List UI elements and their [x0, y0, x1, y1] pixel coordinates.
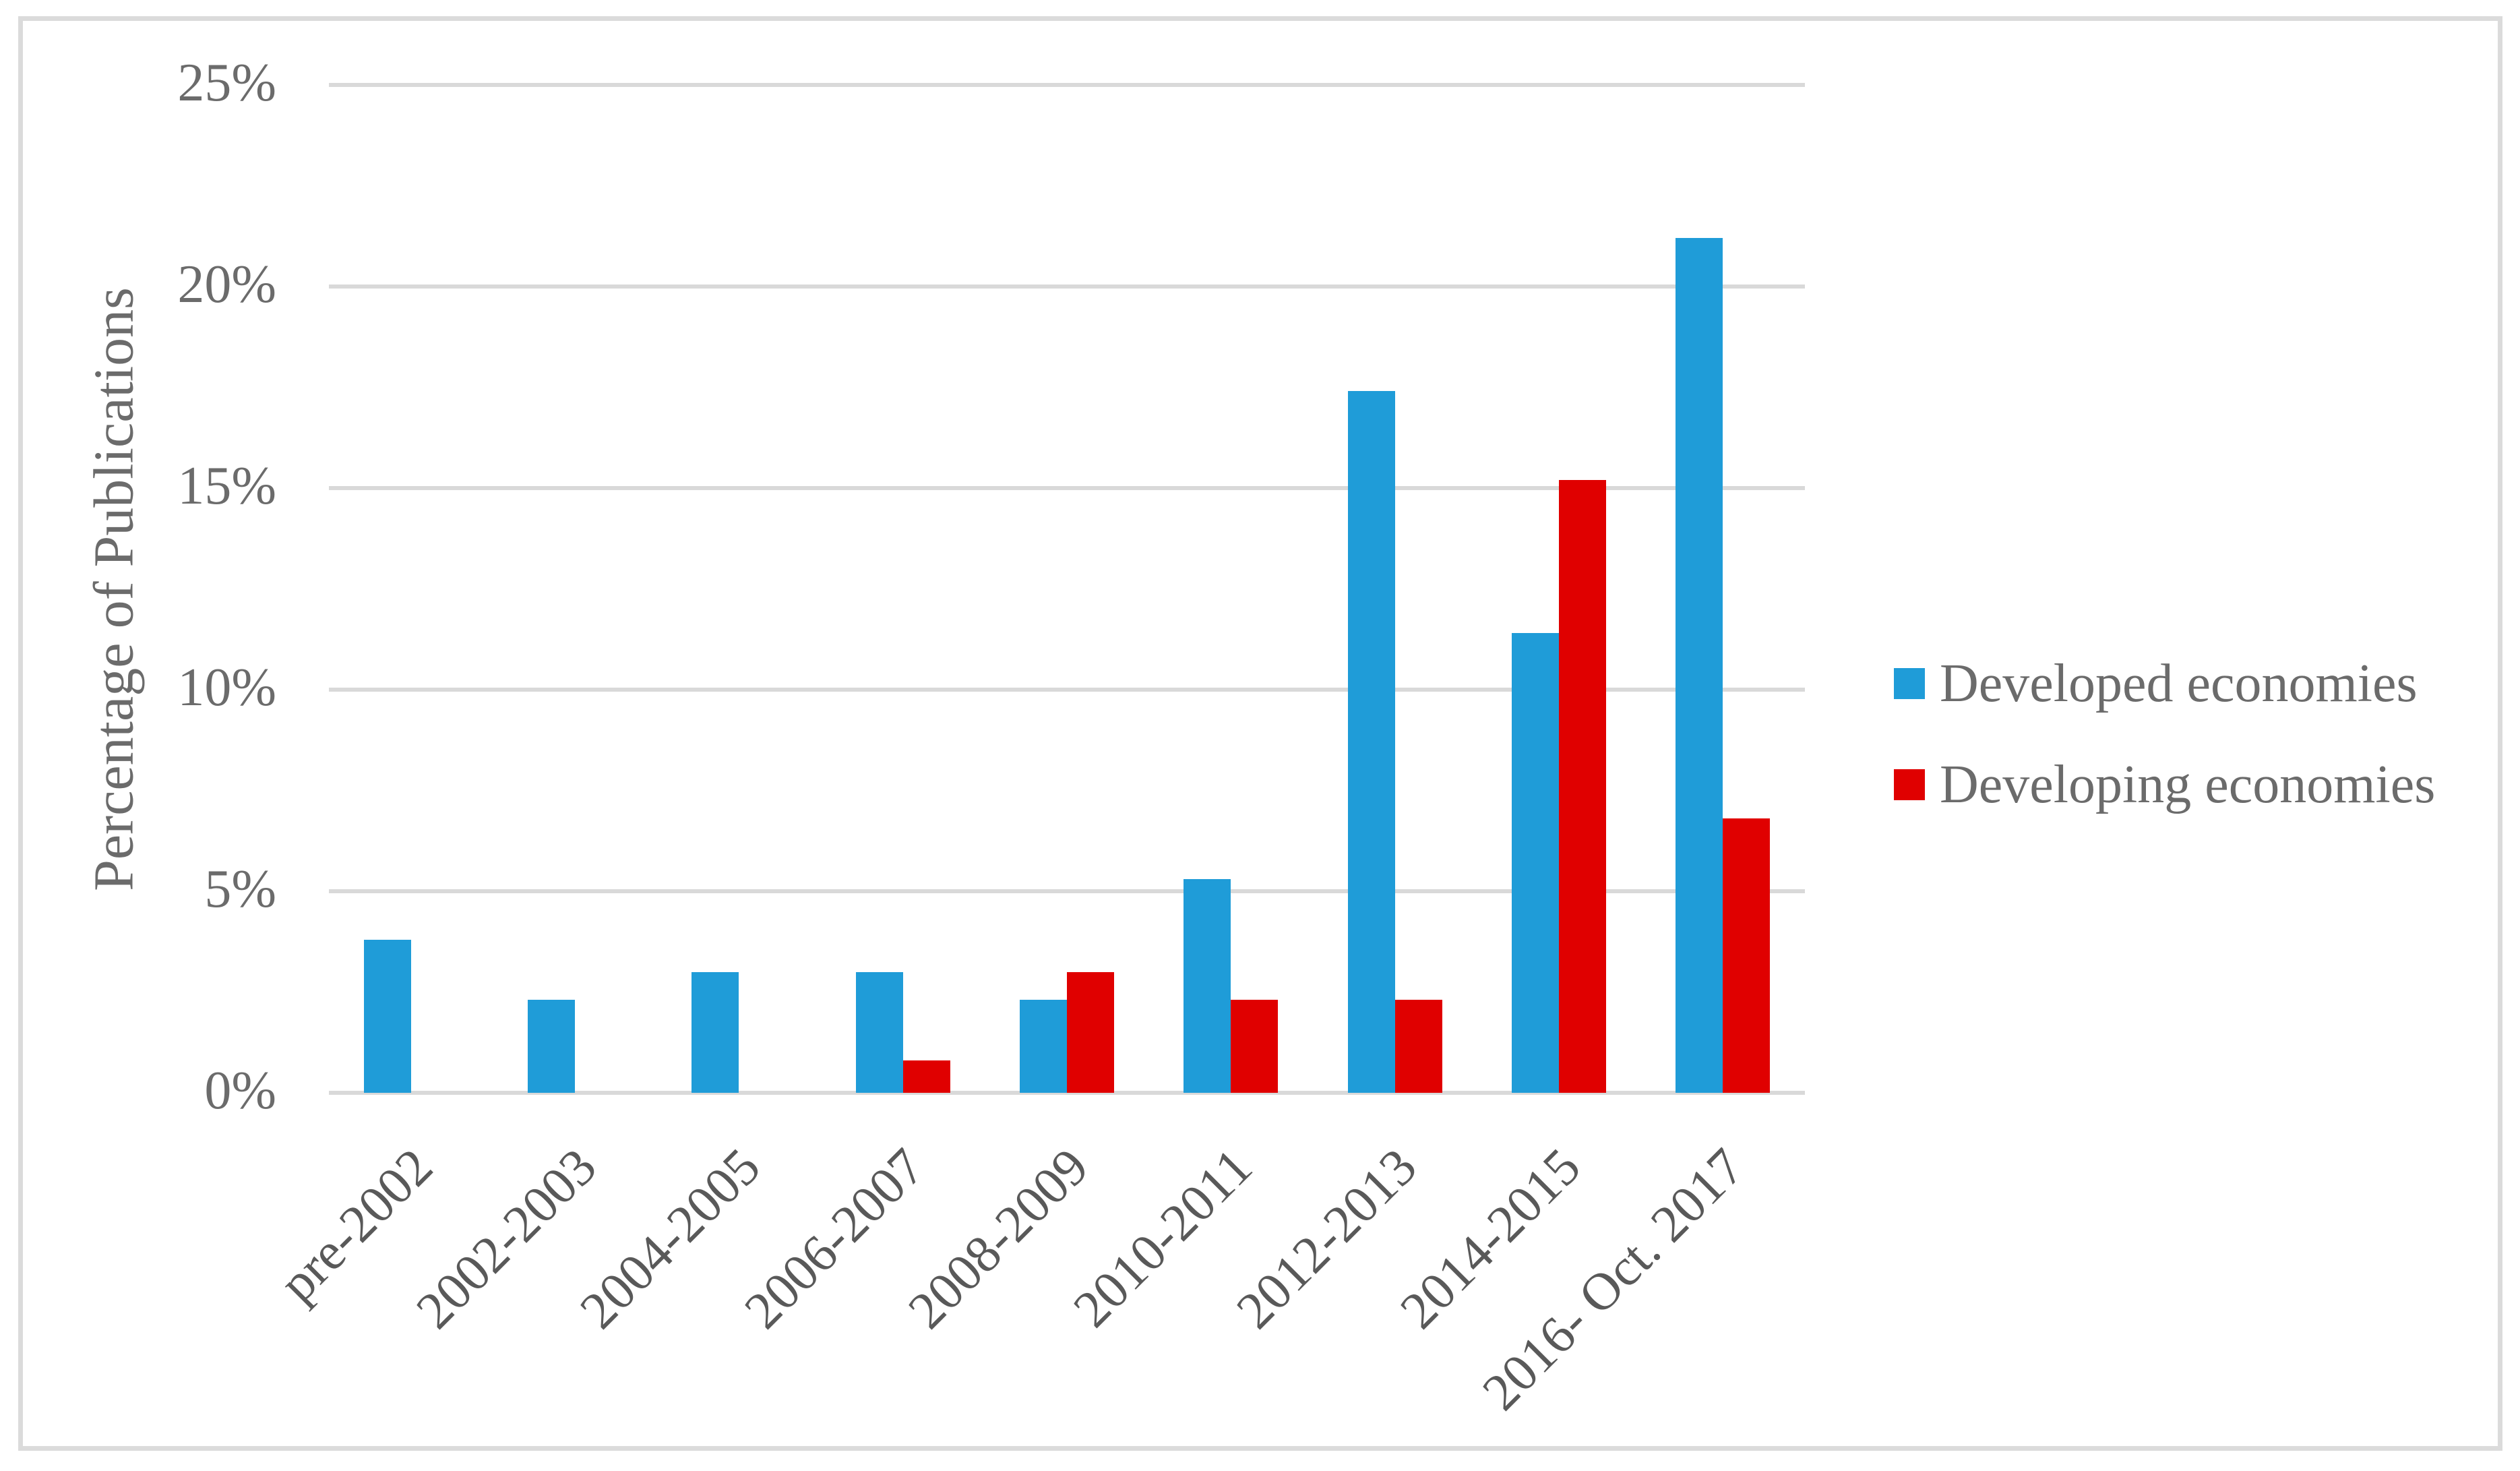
bar-developing-2006-2007 [903, 1060, 950, 1093]
bar-developing-2016-Oct-2017 [1723, 818, 1770, 1093]
gridline-0pct [329, 1091, 1805, 1095]
bar-developed-2004-2005 [692, 972, 739, 1093]
bar-developing-2010-2011 [1231, 1000, 1278, 1093]
bar-developed-2006-2007 [856, 972, 903, 1093]
gridline-5pct [329, 889, 1805, 893]
y-tick-label-0pct: 0% [204, 1060, 276, 1120]
y-tick-label-5pct: 5% [204, 859, 276, 919]
legend-item-developed: Developed economies [1894, 657, 2418, 711]
legend-label-developed: Developed economies [1940, 654, 2418, 713]
y-tick-label-10pct: 10% [177, 657, 276, 717]
gridline-15pct [329, 486, 1805, 490]
bar-developed-2014-2015 [1512, 633, 1559, 1093]
gridline-20pct [329, 284, 1805, 289]
bar-developed-2010-2011 [1184, 879, 1231, 1093]
bar-developed-2016-Oct-2017 [1676, 238, 1723, 1093]
bar-developing-2012-2013 [1395, 1000, 1442, 1093]
gridline-25pct [329, 83, 1805, 87]
gridline-10pct [329, 688, 1805, 692]
y-axis-title: Percentage of Publications [82, 287, 146, 891]
bar-developed-2008-2009 [1020, 1000, 1067, 1093]
bar-developing-2008-2009 [1067, 972, 1114, 1093]
y-tick-label-15pct: 15% [177, 456, 276, 516]
figure-border [18, 16, 2502, 1451]
legend-swatch-developing-icon [1894, 769, 1925, 800]
legend-label-developing: Developing economies [1940, 755, 2436, 814]
bar-developed-2002-2003 [528, 1000, 575, 1093]
bar-developed-pre-2002 [364, 940, 411, 1093]
legend-swatch-developed-icon [1894, 668, 1925, 699]
y-tick-label-25pct: 25% [177, 53, 276, 113]
y-tick-label-20pct: 20% [177, 254, 276, 314]
legend-item-developing: Developing economies [1894, 758, 2435, 812]
bar-developed-2012-2013 [1348, 391, 1395, 1093]
bar-developing-2014-2015 [1559, 480, 1606, 1093]
